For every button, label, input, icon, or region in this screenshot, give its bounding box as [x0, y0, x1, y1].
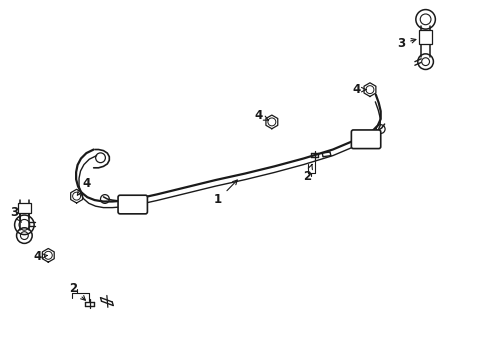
Text: 1: 1 [214, 180, 237, 206]
FancyBboxPatch shape [118, 195, 147, 214]
Bar [419, 30, 433, 44]
Text: 3: 3 [397, 37, 416, 50]
Bar [18, 203, 31, 213]
Text: 4: 4 [33, 250, 47, 263]
Text: 3: 3 [11, 207, 22, 222]
Text: 4: 4 [254, 109, 269, 122]
FancyBboxPatch shape [351, 130, 381, 149]
Text: 2: 2 [303, 165, 313, 183]
Text: 2: 2 [69, 282, 85, 300]
Text: 4: 4 [352, 83, 366, 96]
Text: 4: 4 [77, 177, 91, 195]
